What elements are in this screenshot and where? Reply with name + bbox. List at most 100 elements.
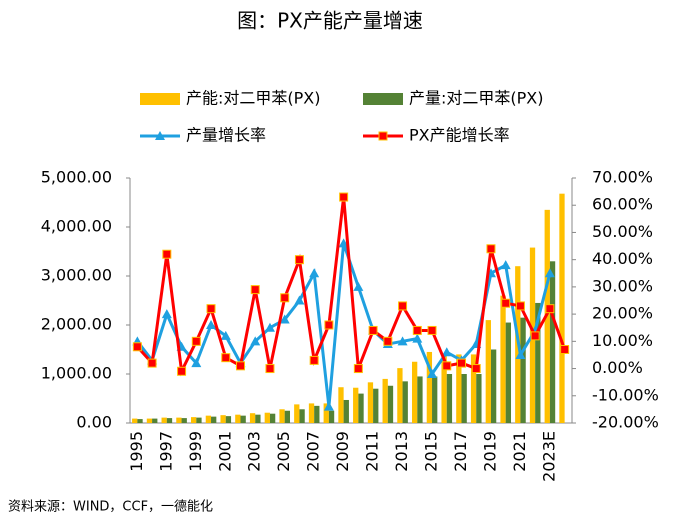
bar xyxy=(411,361,418,423)
marker xyxy=(441,347,452,357)
bar xyxy=(255,414,261,423)
x-tick-label: 2019 xyxy=(480,431,499,472)
marker xyxy=(324,320,334,330)
marker xyxy=(412,325,422,335)
y-tick-label: 3,000.00 xyxy=(41,266,112,285)
bar xyxy=(161,417,167,423)
marker xyxy=(323,401,334,411)
bar xyxy=(432,376,438,423)
marker xyxy=(161,309,172,319)
bar xyxy=(279,409,285,423)
marker xyxy=(206,304,216,314)
x-tick-label: 2007 xyxy=(304,431,323,472)
marker xyxy=(353,281,364,291)
marker xyxy=(501,298,511,308)
bar xyxy=(176,417,182,423)
line xyxy=(136,196,567,377)
marker xyxy=(191,336,201,346)
bar xyxy=(382,378,388,423)
bar xyxy=(137,419,143,423)
marker xyxy=(250,285,260,295)
marker xyxy=(279,314,290,324)
marker xyxy=(427,325,437,335)
marker xyxy=(339,192,349,202)
bar xyxy=(461,374,467,423)
bar xyxy=(323,403,329,423)
marker xyxy=(442,361,452,371)
x-tick-label: 2021 xyxy=(510,431,529,472)
bar xyxy=(490,349,497,423)
bar xyxy=(190,417,197,423)
x-tick-label: 2017 xyxy=(451,431,470,472)
legend-marker xyxy=(378,131,388,141)
y-tick-label: 1,000.00 xyxy=(41,364,112,383)
marker xyxy=(560,345,570,354)
marker xyxy=(515,301,525,311)
x-tick-label: 1995 xyxy=(127,431,146,472)
marker xyxy=(500,260,511,270)
x-tick-label: 2023E xyxy=(539,431,558,482)
y2-tick-label: -10.00% xyxy=(592,385,659,404)
marker xyxy=(530,331,540,341)
x-tick-label: 2011 xyxy=(363,431,382,472)
marker xyxy=(515,349,526,359)
y-tick-label: 2,000.00 xyxy=(41,315,112,334)
marker xyxy=(427,369,438,378)
bar xyxy=(426,351,433,423)
y2-tick-label: 0.00% xyxy=(592,358,643,377)
bar xyxy=(476,374,482,423)
bar xyxy=(211,416,217,423)
bar xyxy=(373,388,379,423)
marker xyxy=(457,358,466,368)
x-tick-label: 2005 xyxy=(274,431,293,472)
marker xyxy=(191,358,202,368)
marker xyxy=(309,355,319,365)
x-tick-label: 1999 xyxy=(186,431,205,472)
bar xyxy=(146,418,153,423)
bar xyxy=(470,354,477,423)
y2-tick-label: 30.00% xyxy=(592,276,653,295)
x-tick-label: 2003 xyxy=(245,431,264,472)
bar xyxy=(269,413,276,423)
bar xyxy=(417,376,423,423)
marker xyxy=(265,364,275,374)
bar xyxy=(299,409,305,423)
y2-tick-label: 60.00% xyxy=(592,195,653,214)
marker xyxy=(280,293,290,303)
marker xyxy=(397,336,408,346)
x-tick-label: 2009 xyxy=(333,431,352,472)
marker xyxy=(250,336,261,346)
marker xyxy=(353,364,363,374)
bar xyxy=(559,193,565,423)
bar xyxy=(294,404,300,423)
y2-tick-label: 50.00% xyxy=(592,222,653,241)
bar xyxy=(240,415,246,423)
marker xyxy=(221,353,231,363)
y2-tick-label: 10.00% xyxy=(592,331,653,350)
marker xyxy=(544,268,555,278)
legend-label: 产能:对二甲苯(PX) xyxy=(186,89,321,108)
x-tick-label: 2013 xyxy=(392,431,411,472)
y-tick-label: 0.00 xyxy=(76,413,112,432)
marker xyxy=(486,244,496,254)
bar xyxy=(446,374,453,423)
bar xyxy=(535,302,541,423)
marker xyxy=(177,366,187,376)
marker xyxy=(132,342,142,352)
y2-tick-label: 20.00% xyxy=(592,304,653,323)
bar xyxy=(500,295,506,423)
x-tick-label: 2001 xyxy=(215,431,234,472)
marker xyxy=(294,255,304,265)
bar xyxy=(249,413,256,423)
legend-label: 产量:对二甲苯(PX) xyxy=(409,89,544,108)
legend-swatch xyxy=(140,93,180,105)
bar xyxy=(505,322,512,423)
bar xyxy=(397,368,403,423)
bar xyxy=(205,415,212,423)
legend-swatch xyxy=(363,93,403,105)
bar xyxy=(367,382,374,423)
marker xyxy=(383,336,393,346)
bar xyxy=(520,317,526,423)
bar xyxy=(152,418,158,423)
bar xyxy=(132,418,138,423)
